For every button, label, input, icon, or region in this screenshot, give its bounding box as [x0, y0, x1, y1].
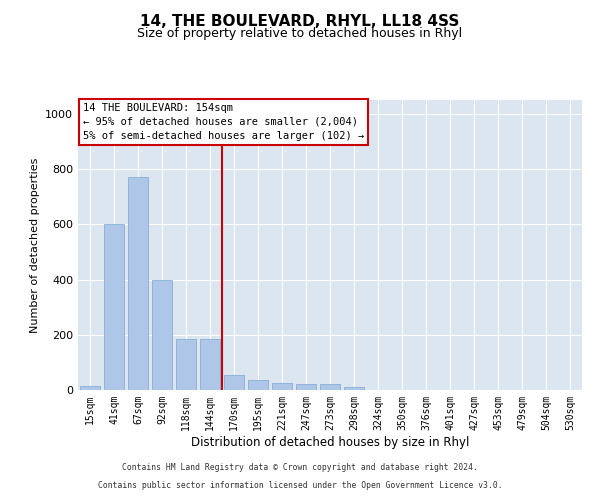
Text: 14, THE BOULEVARD, RHYL, LL18 4SS: 14, THE BOULEVARD, RHYL, LL18 4SS [140, 14, 460, 29]
Bar [248, 380, 268, 390]
Bar [272, 383, 292, 390]
Text: Size of property relative to detached houses in Rhyl: Size of property relative to detached ho… [137, 28, 463, 40]
Bar [224, 375, 244, 390]
Bar [344, 387, 364, 390]
Bar [320, 384, 340, 390]
Bar [104, 224, 124, 390]
Bar [128, 178, 148, 390]
Bar [296, 384, 316, 390]
X-axis label: Distribution of detached houses by size in Rhyl: Distribution of detached houses by size … [191, 436, 469, 448]
Y-axis label: Number of detached properties: Number of detached properties [29, 158, 40, 332]
Bar [200, 339, 220, 390]
Bar [152, 280, 172, 390]
Text: 14 THE BOULEVARD: 154sqm
← 95% of detached houses are smaller (2,004)
5% of semi: 14 THE BOULEVARD: 154sqm ← 95% of detach… [83, 103, 364, 141]
Bar [80, 386, 100, 390]
Text: Contains HM Land Registry data © Crown copyright and database right 2024.: Contains HM Land Registry data © Crown c… [122, 464, 478, 472]
Bar [176, 339, 196, 390]
Text: Contains public sector information licensed under the Open Government Licence v3: Contains public sector information licen… [98, 481, 502, 490]
